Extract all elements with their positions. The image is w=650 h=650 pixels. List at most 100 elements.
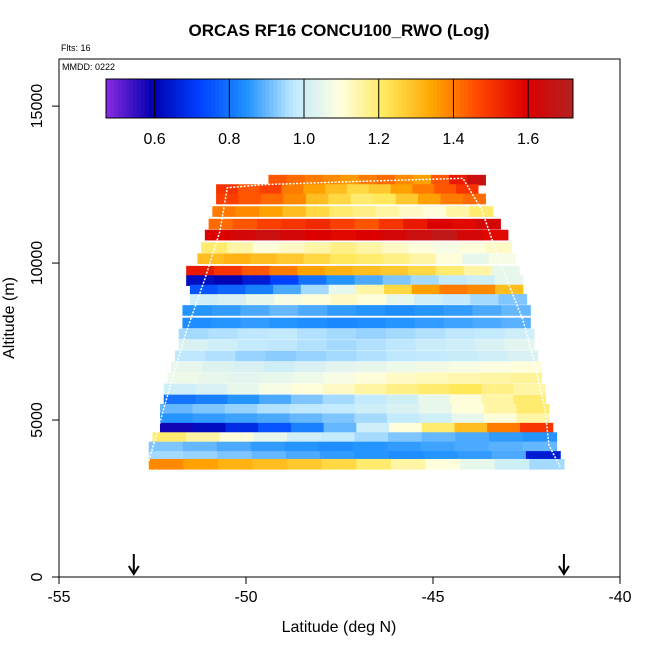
colorbar-segment — [355, 79, 360, 118]
colorbar-segment — [541, 79, 547, 118]
heatmap-cell — [385, 328, 417, 340]
heatmap-cell — [280, 229, 307, 241]
heatmap-cell — [192, 413, 226, 425]
colorbar-segment — [218, 79, 224, 118]
heatmap-cell — [522, 441, 558, 453]
heatmap-cell — [251, 451, 287, 462]
heatmap-cell — [495, 284, 524, 296]
heatmap-cell — [435, 265, 465, 277]
heatmap-cell — [235, 350, 267, 362]
colorbar-segment — [471, 79, 477, 118]
heatmap-cell — [385, 339, 417, 351]
heatmap-cell — [440, 193, 464, 205]
heatmap-cell — [477, 350, 509, 362]
heatmap-cell — [269, 317, 299, 329]
heatmap-cell — [265, 350, 297, 362]
heatmap-cell — [354, 275, 384, 286]
colorbar-segment — [429, 79, 434, 118]
colorbar-segment — [214, 79, 220, 118]
colorbar-segment — [464, 79, 469, 118]
colorbar-segment — [246, 79, 251, 118]
y-axis-label: Altitude (m) — [1, 277, 18, 359]
colorbar-segment — [144, 79, 150, 118]
colorbar-tick-label: 1.0 — [293, 131, 315, 148]
heatmap-cell — [257, 413, 291, 425]
heatmap-cell — [148, 441, 184, 453]
heatmap-cell — [305, 206, 330, 217]
heatmap-cell — [470, 294, 500, 305]
heatmap-cell — [224, 413, 258, 425]
heatmap-cell — [289, 404, 323, 415]
heatmap-cell — [148, 451, 184, 462]
heatmap-cell — [211, 317, 241, 329]
heatmap-cell — [163, 383, 197, 395]
heatmap-cell — [186, 275, 215, 286]
heatmap-cell — [469, 206, 494, 217]
heatmap-cell — [305, 193, 329, 205]
heatmap-cell — [415, 339, 446, 351]
heatmap-cell — [409, 253, 437, 264]
heatmap-cell — [443, 317, 473, 329]
marker-arrow-head — [558, 565, 570, 576]
colorbar-segment — [316, 79, 321, 118]
heatmap-cell — [420, 441, 456, 453]
colorbar-segment — [312, 79, 317, 118]
heatmap-cell — [235, 206, 260, 217]
heatmap-cell — [415, 328, 446, 340]
heatmap-cell — [245, 284, 274, 296]
heatmap-cell — [385, 317, 415, 329]
colorbar-segment — [448, 79, 453, 118]
heatmap-cell — [330, 294, 359, 305]
heatmap-cell — [356, 361, 388, 373]
heatmap-cell — [494, 458, 530, 470]
heatmap-cell — [327, 317, 357, 329]
heatmap-cell — [327, 305, 357, 316]
colorbar-segment — [487, 79, 492, 118]
heatmap-cell — [331, 229, 357, 241]
colorbar-segment — [499, 79, 504, 118]
heatmap-cell — [303, 184, 326, 195]
flight-track-line — [148, 177, 561, 468]
colorbar-segment — [561, 79, 566, 118]
heatmap-cell — [298, 317, 328, 329]
heatmap-cell — [484, 413, 518, 425]
heatmap-cell — [354, 383, 387, 395]
heatmap-cell — [418, 361, 450, 373]
heatmap-cell — [270, 275, 299, 286]
x-tick-label: -40 — [608, 589, 631, 606]
heatmap-cell — [257, 404, 291, 415]
colorbar-segment — [502, 79, 508, 118]
colorbar-segment — [495, 79, 500, 118]
colorbar-segment — [242, 79, 247, 118]
heatmap-cell — [283, 193, 307, 205]
heatmap-cell — [462, 253, 490, 264]
heatmap-cell — [216, 184, 239, 195]
heatmap-cell — [447, 350, 478, 362]
heatmap-cell — [494, 275, 524, 286]
colorbar-segment — [467, 79, 473, 118]
colorbar-segment — [129, 79, 134, 118]
heatmap-cell — [467, 284, 496, 296]
heatmap-cell — [229, 372, 262, 384]
colorbar-segment — [479, 79, 484, 118]
colorbar-segment — [370, 79, 376, 118]
heatmap-cell — [448, 361, 481, 373]
heatmap-cell — [329, 206, 354, 217]
heatmap-cell — [182, 441, 218, 453]
colorbar-segment — [308, 79, 313, 118]
colorbar-segment — [339, 79, 344, 118]
heatmap-cell — [449, 394, 483, 406]
heatmap-cell — [472, 305, 502, 316]
colorbar-segment — [343, 79, 348, 118]
heatmap-cell — [352, 206, 377, 217]
heatmap-cell — [192, 404, 226, 415]
colorbar-segment — [522, 79, 527, 118]
heatmap-cell — [382, 275, 412, 286]
heatmap-cell — [457, 451, 493, 462]
heatmap-cell — [454, 441, 490, 453]
heatmap-cell — [223, 253, 251, 264]
colorbar: 0.6 0.8 1.0 1.2 1.4 1.6 — [105, 78, 574, 148]
heatmap-cell — [178, 339, 209, 351]
colorbar-segment — [401, 79, 407, 118]
colorbar-segment — [203, 79, 208, 118]
